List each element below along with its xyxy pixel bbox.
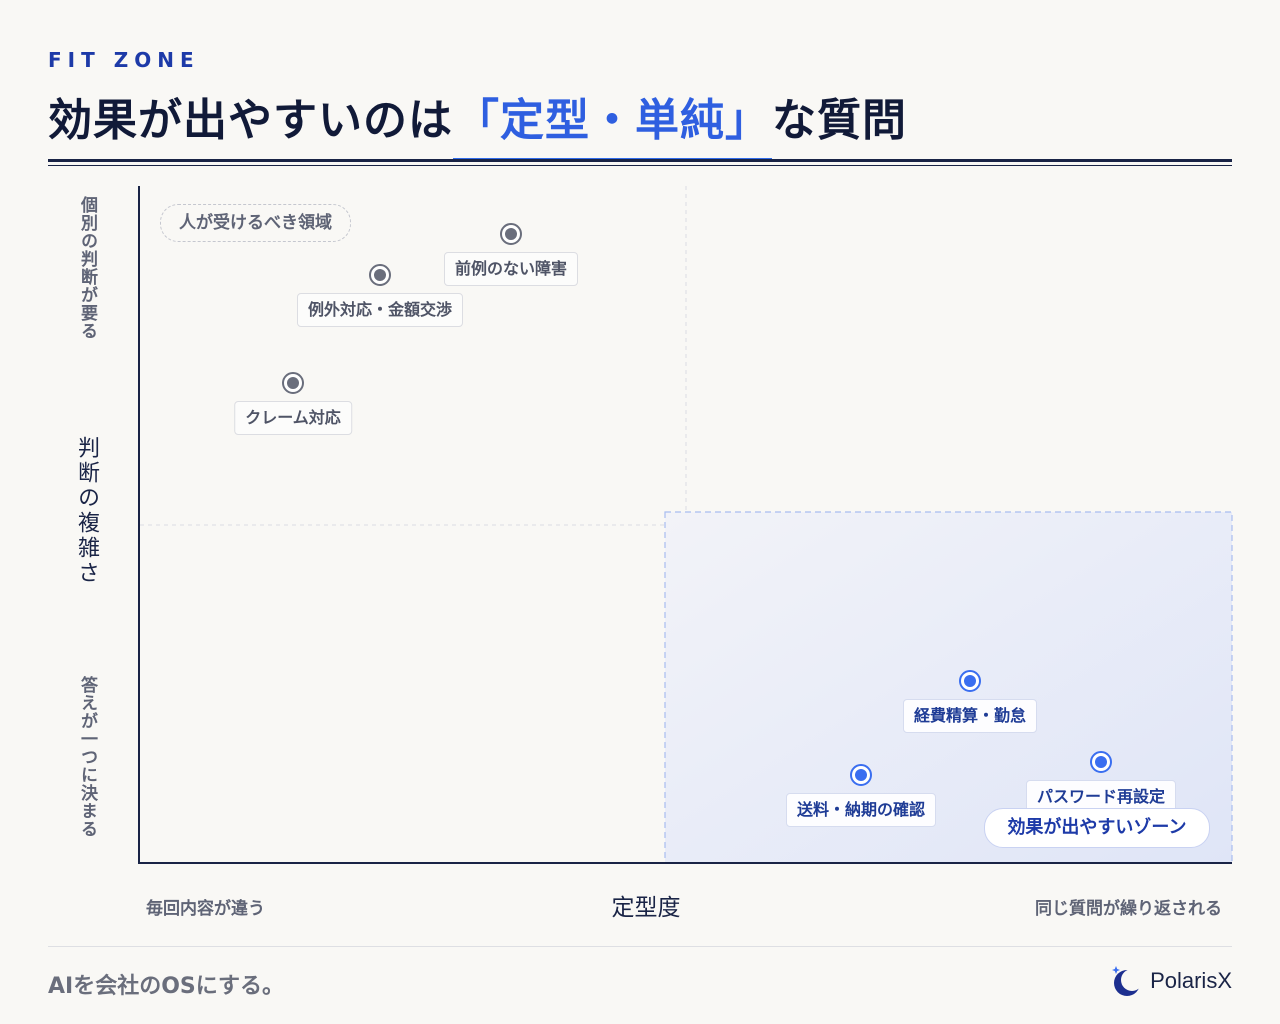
point-label: 送料・納期の確認 [785,793,937,827]
title-prefix: 効果が出やすいのは [48,95,453,146]
point-label: クレーム対応 [234,401,352,435]
point-label: 前例のない障害 [443,252,579,286]
brand-name: PolarisX [1150,968,1232,993]
point-label: 例外対応・金額交渉 [296,293,464,327]
point-marker [282,372,304,394]
point-marker [850,764,872,786]
point-label: 経費精算・勤怠 [902,699,1038,733]
human-zone-label: 人が受けるべき領域 [160,204,351,242]
title-rule-thin [48,165,1232,166]
eyebrow: FIT ZONE [48,48,200,72]
title-rule-thick [48,159,1232,162]
moon-star-icon [1112,966,1144,996]
y-axis-title: 判断の複雑さ [74,436,99,586]
fit-zone-label: 効果が出やすいゾーン [984,808,1210,848]
point-marker [1090,751,1112,773]
title-suffix: な質問 [772,95,907,146]
point-marker [369,264,391,286]
y-axis-bottom-label: 答えが一つに決まる [77,676,97,838]
x-axis-left-label: 毎回内容が違う [146,899,265,919]
footer-slogan: AIを会社のOSにする。 [48,974,284,999]
y-axis-top-label: 個別の判断が要る [77,196,97,340]
x-axis-right-label: 同じ質問が繰り返される [1035,899,1222,919]
x-axis-title: 定型度 [611,895,681,921]
point-marker [959,670,981,692]
point-marker [500,223,522,245]
brand-logo: PolarisX [1110,964,1232,998]
footer-rule [48,946,1232,947]
